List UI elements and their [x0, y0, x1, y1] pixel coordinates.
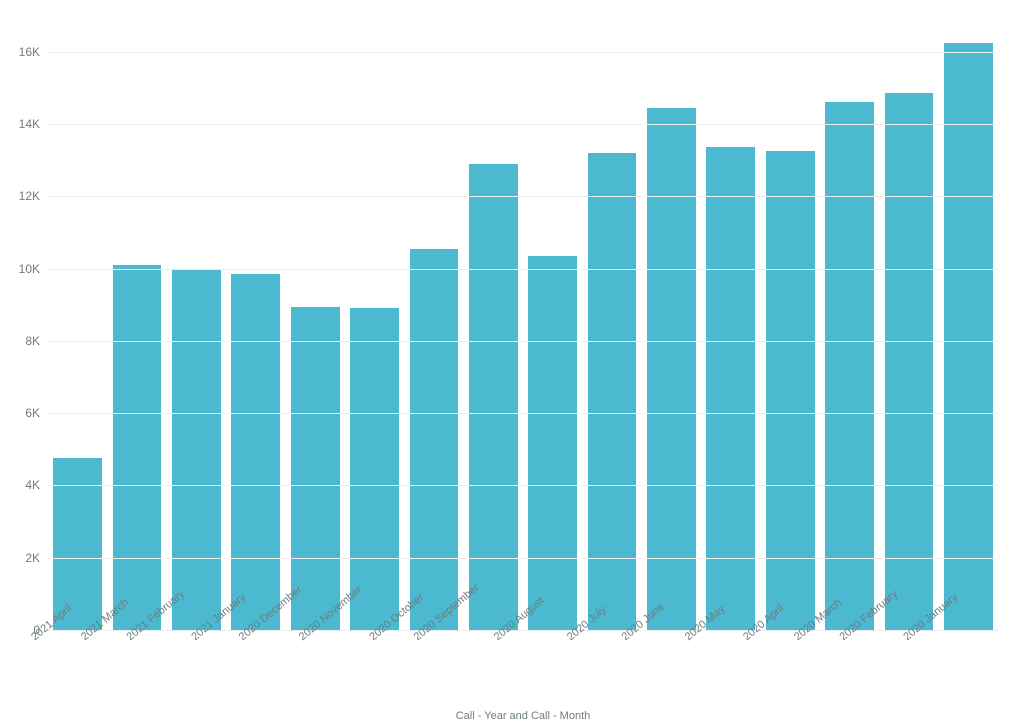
y-tick-label: 6K [25, 406, 48, 420]
bar[interactable] [291, 307, 340, 630]
gridline [48, 124, 998, 125]
gridline [48, 196, 998, 197]
bar[interactable] [172, 270, 221, 630]
y-tick-label: 10K [19, 262, 48, 276]
gridline [48, 269, 998, 270]
bar[interactable] [944, 43, 993, 630]
y-tick-label: 16K [19, 45, 48, 59]
bar[interactable] [825, 102, 874, 630]
bar[interactable] [231, 274, 280, 630]
y-tick-label: 12K [19, 189, 48, 203]
bar[interactable] [410, 249, 459, 630]
bar[interactable] [53, 458, 102, 630]
y-tick-label: 8K [25, 334, 48, 348]
bar[interactable] [113, 265, 162, 630]
y-tick-label: 14K [19, 117, 48, 131]
bar[interactable] [647, 108, 696, 630]
bar[interactable] [469, 164, 518, 630]
gridline [48, 341, 998, 342]
bar[interactable] [350, 308, 399, 630]
y-tick-label: 2K [25, 551, 48, 565]
y-tick-label: 4K [25, 478, 48, 492]
bar[interactable] [885, 93, 934, 630]
gridline [48, 52, 998, 53]
x-axis-title: Call - Year and Call - Month [456, 710, 591, 722]
bar[interactable] [528, 256, 577, 630]
bar-chart: 02K4K6K8K10K12K14K16K2021 April2021 Marc… [0, 0, 1010, 726]
gridline [48, 558, 998, 559]
gridline [48, 485, 998, 486]
bars-container [48, 30, 998, 630]
plot-area: 02K4K6K8K10K12K14K16K2021 April2021 Marc… [48, 30, 998, 630]
gridline [48, 413, 998, 414]
